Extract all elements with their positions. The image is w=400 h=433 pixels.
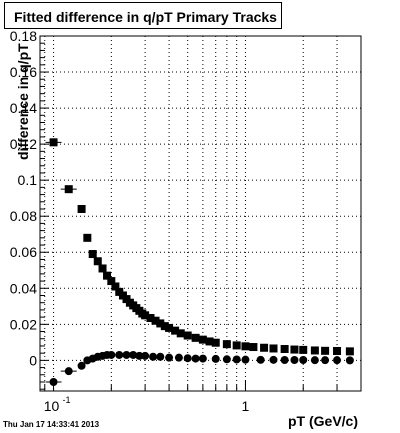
data-point-square (211, 338, 220, 347)
data-point-circle (222, 355, 231, 364)
data-point-circle (141, 351, 150, 360)
data-point-square (83, 233, 92, 242)
data-point-square (269, 344, 278, 353)
data-point-circle (77, 361, 86, 370)
data-point-square (88, 250, 97, 259)
data-point-square (141, 311, 150, 320)
data-point-circle (183, 354, 192, 363)
data-point-circle (333, 356, 342, 365)
data-point-square (345, 347, 354, 356)
data-point-square (165, 323, 174, 332)
data-point-square (310, 346, 319, 355)
data-point-circle (269, 355, 278, 364)
x-tick-exponent: -1 (63, 395, 71, 405)
data-point-square (107, 277, 116, 286)
data-point-circle (174, 353, 183, 362)
data-points (45, 138, 354, 386)
data-point-circle (290, 356, 299, 365)
data-point-square (333, 346, 342, 355)
data-point-circle (107, 350, 116, 359)
data-point-circle (129, 350, 138, 359)
data-point-circle (64, 367, 73, 376)
data-point-square (198, 335, 207, 344)
data-point-circle (241, 355, 250, 364)
data-point-square (160, 322, 169, 331)
data-point-square (146, 314, 155, 323)
data-point-circle (232, 355, 241, 364)
data-point-square (98, 264, 107, 273)
data-point-circle (156, 352, 165, 361)
data-point-square (183, 331, 192, 340)
axis-ticks (40, 35, 362, 391)
data-point-circle (321, 356, 330, 365)
y-axis-label: difference in q/pT (15, 43, 31, 160)
data-point-square (64, 185, 73, 194)
data-point-square (176, 329, 185, 338)
y-tick-label: 0.12 (10, 136, 37, 152)
data-point-circle (115, 350, 124, 359)
plot-frame (39, 35, 362, 392)
x-tick-label: 10 (44, 398, 60, 414)
data-point-square (321, 346, 330, 355)
y-tick-label: 0.02 (10, 316, 37, 332)
data-point-circle (198, 354, 207, 363)
data-point-square (103, 271, 112, 280)
y-tick-label: 0.1 (18, 172, 38, 188)
data-point-square (260, 343, 269, 352)
y-tick-label: 0.18 (10, 28, 37, 44)
data-point-square (205, 337, 214, 346)
data-point-circle (191, 354, 200, 363)
data-point-square (93, 257, 102, 266)
data-point-square (171, 326, 180, 335)
data-point-square (191, 333, 200, 342)
y-tick-label: 0.14 (10, 100, 37, 116)
x-axis-label: pT (GeV/c) (288, 413, 359, 429)
data-point-square (299, 345, 308, 354)
tick-labels: 0 0.02 0.04 0.06 0.08 0.1 0.12 0.14 0.16 0.18 10 -1… (10, 28, 250, 414)
data-point-circle (310, 356, 319, 365)
data-point-circle (211, 354, 220, 363)
y-tick-label: 0.16 (10, 64, 37, 80)
y-tick-label: 0 (29, 352, 37, 368)
x-tick-label: 1 (242, 398, 250, 414)
data-point-square (151, 316, 160, 325)
data-point-square (49, 138, 58, 147)
y-tick-label: 0.06 (10, 244, 37, 260)
data-point-square (280, 345, 289, 354)
data-point-circle (135, 351, 144, 360)
data-point-square (222, 340, 231, 349)
data-point-square (290, 345, 299, 354)
data-point-circle (256, 355, 265, 364)
data-point-circle (149, 352, 158, 361)
data-point-square (241, 342, 250, 351)
data-point-square (111, 282, 120, 291)
data-point-square (249, 343, 258, 352)
timestamp: Thu Jan 17 14:33:41 2013 (3, 420, 100, 429)
chart-title-box: Fitted difference in q/pT Primary Tracks (4, 2, 282, 29)
chart-title: Fitted difference in q/pT Primary Tracks (14, 9, 277, 25)
data-point-circle (49, 377, 58, 386)
data-point-circle (122, 350, 131, 359)
data-point-circle (345, 356, 354, 365)
data-point-square (156, 319, 165, 328)
y-tick-label: 0.08 (10, 208, 37, 224)
data-point-circle (165, 353, 174, 362)
data-point-circle (299, 356, 308, 365)
data-point-square (77, 204, 86, 213)
y-tick-label: 0.04 (10, 280, 37, 296)
data-point-square (232, 341, 241, 350)
data-point-circle (280, 356, 289, 365)
